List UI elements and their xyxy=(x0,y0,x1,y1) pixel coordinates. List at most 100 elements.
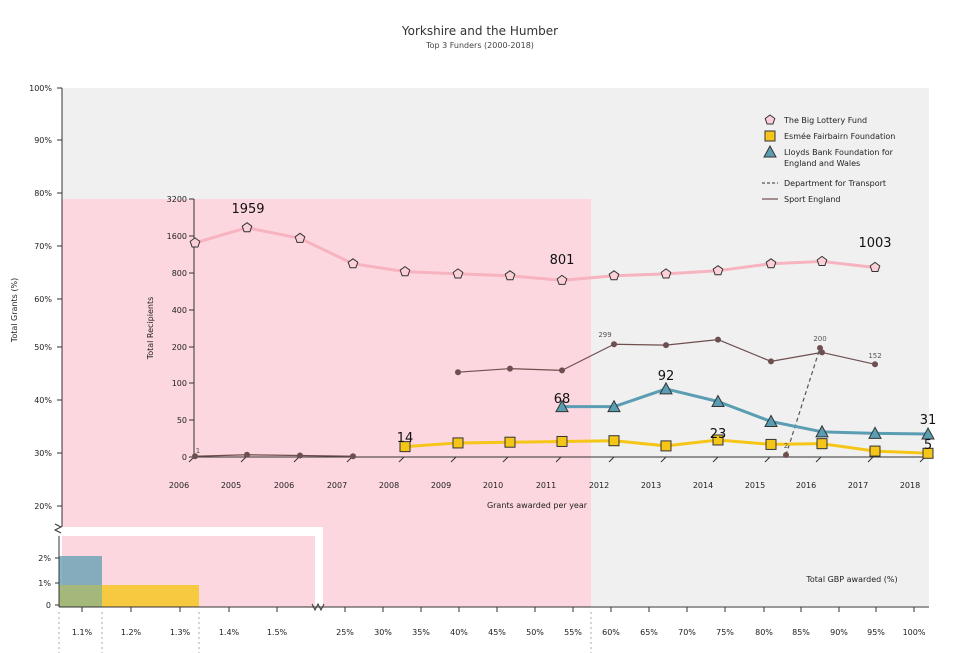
bottom-x-tick-label: 75% xyxy=(716,628,734,637)
inner-x-tick-label: 2006 xyxy=(274,481,294,490)
inner-y-tick-label: 100 xyxy=(172,379,187,388)
bottom-x-tick-label: 60% xyxy=(602,628,620,637)
data-label: 2 xyxy=(784,442,788,450)
outer-y-tick-label: 60% xyxy=(34,295,52,304)
bottom-x-tick-label: 100% xyxy=(903,628,926,637)
bottom-x-tick-label: 30% xyxy=(374,628,392,637)
bottom-x-tick-label: 70% xyxy=(678,628,696,637)
inner-x-tick xyxy=(660,456,667,463)
bottom-x-tick-label: 40% xyxy=(450,628,468,637)
outer-y-tick-label: 40% xyxy=(34,396,52,405)
inner-x-tick-label: 2018 xyxy=(900,481,920,490)
inner-x-tick xyxy=(764,456,771,463)
esmee-gbp-block xyxy=(102,585,199,607)
bottom-x-tick-label: 90% xyxy=(830,628,848,637)
bottom-x-tick-label: 1.4% xyxy=(219,628,240,637)
lloyds-point xyxy=(868,426,882,439)
esmee-point xyxy=(399,441,411,453)
sport-england-point xyxy=(297,452,303,459)
big-lottery-point xyxy=(189,237,201,248)
inner-x-tick xyxy=(240,456,247,463)
dft-line xyxy=(785,347,821,456)
bottom-x-tick-label: 1.3% xyxy=(170,628,191,637)
outer-y-tick-label: 90% xyxy=(34,136,52,145)
pink-plot-area xyxy=(62,199,591,607)
overlap-gbp-block xyxy=(59,585,102,607)
inner-x-tick-label: 2011 xyxy=(536,481,556,490)
inner-x-tick xyxy=(398,456,405,463)
data-label: 152 xyxy=(868,352,881,360)
inner-x-tick xyxy=(815,456,822,463)
inner-y-tick-label: 3200 xyxy=(167,195,187,204)
bottom-x-tick-label: 50% xyxy=(526,628,544,637)
bottom-y-tick-label: 0 xyxy=(46,601,51,610)
lloyds-point xyxy=(659,381,673,395)
bottom-x-tick-label: 1.2% xyxy=(121,628,142,637)
inner-y-tick-label: 800 xyxy=(172,269,187,278)
big-lottery-point xyxy=(504,270,516,281)
axis-break-band xyxy=(56,527,323,536)
legend-label: Sport England xyxy=(784,195,841,204)
axis-break-mark xyxy=(53,523,63,534)
data-label: 14 xyxy=(397,431,414,446)
chart-title: Yorkshire and the Humber xyxy=(401,24,558,38)
dft-point xyxy=(817,345,823,351)
outer-y-tick-label: 70% xyxy=(34,242,52,251)
sport-england-point xyxy=(611,341,617,348)
bottom-x-tick-label: 45% xyxy=(488,628,506,637)
sport-england-point xyxy=(507,365,513,372)
data-label: 5 xyxy=(924,438,932,453)
outer-y-tick-label: 30% xyxy=(34,449,52,458)
inner-x-tick-label: 2005 xyxy=(221,481,241,490)
inner-x-axis-label: Grants awarded per year xyxy=(487,501,588,510)
inner-x-tick-label: 2016 xyxy=(796,481,816,490)
legend-label: England and Wales xyxy=(784,159,860,168)
lloyds-point xyxy=(921,427,935,440)
lloyds-point xyxy=(711,394,725,407)
data-label: 31 xyxy=(920,413,937,428)
legend-icon-pentagon xyxy=(764,114,776,125)
big-lottery-point xyxy=(347,258,359,269)
esmee-point xyxy=(765,438,777,450)
sport-england-point xyxy=(244,451,250,458)
bottom-x-tick-label: 1.5% xyxy=(267,628,288,637)
inner-x-tick xyxy=(712,456,719,463)
inner-x-tick-label: 2015 xyxy=(745,481,765,490)
bottom-x-tick-label: 65% xyxy=(640,628,658,637)
outer-y-tick-label: 20% xyxy=(34,502,52,511)
bottom-x-tick-label: 25% xyxy=(336,628,354,637)
lloyds-point xyxy=(607,399,621,413)
bottom-y-tick-label: 1% xyxy=(38,579,51,588)
lloyds-point xyxy=(764,414,778,427)
big-lottery-point xyxy=(452,268,464,279)
inner-y-axis-label: Total Recipients xyxy=(146,297,155,361)
esmee-point xyxy=(660,440,672,452)
inner-x-tick xyxy=(608,456,615,463)
esmee-point xyxy=(452,437,464,449)
inner-x-tick-label: 2010 xyxy=(483,481,503,490)
sport-england-point xyxy=(768,358,774,365)
bottom-x-tick-label: 55% xyxy=(564,628,582,637)
big-lottery-point xyxy=(712,265,724,276)
inner-x-tick-label: 2014 xyxy=(693,481,713,490)
data-label: 92 xyxy=(658,369,675,384)
esmee-point xyxy=(608,435,620,447)
bottom-x-tick-label: 85% xyxy=(792,628,810,637)
bottom-x-tick-label: 35% xyxy=(412,628,430,637)
x-axis-break-mark xyxy=(311,602,325,612)
big-lottery-point xyxy=(816,255,828,266)
lloyds-point xyxy=(815,424,829,438)
inner-x-tick xyxy=(502,456,509,463)
big-lottery-line xyxy=(194,226,876,282)
legend-icon-square xyxy=(764,130,776,142)
inner-x-tick xyxy=(450,456,457,463)
big-lottery-point xyxy=(241,222,253,233)
esmee-point xyxy=(922,447,934,459)
big-lottery-point xyxy=(399,265,411,277)
lloyds-point xyxy=(555,399,569,413)
inner-y-tick-label: 1600 xyxy=(167,232,187,241)
inner-x-tick-label: 2013 xyxy=(641,481,661,490)
outer-y-tick-label: 80% xyxy=(34,189,52,198)
legend-label: Esmée Fairbairn Foundation xyxy=(784,131,895,141)
inner-x-tick xyxy=(867,456,874,463)
